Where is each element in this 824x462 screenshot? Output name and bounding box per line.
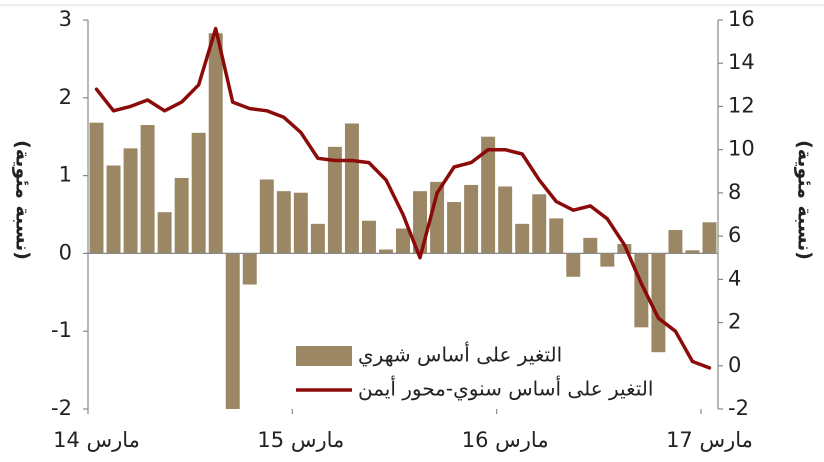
bar <box>378 249 393 254</box>
y2-tick-label: 16 <box>728 7 755 31</box>
x-tick-label: مارس 17 <box>666 428 753 452</box>
bar <box>344 123 359 254</box>
y2-tick-label: 2 <box>728 310 741 334</box>
y2-tick-label: 10 <box>728 137 755 161</box>
bar <box>532 194 547 254</box>
legend-label: التغير على أساس سنوي-محور أيمن <box>358 376 653 402</box>
bar <box>276 191 291 254</box>
bar <box>259 179 274 254</box>
bar <box>515 223 530 254</box>
y2-tick-label: 8 <box>728 180 741 204</box>
bar <box>481 136 496 254</box>
bar <box>310 223 325 254</box>
y-tick-label: 2 <box>59 85 72 109</box>
bar <box>157 212 172 254</box>
legend-swatch <box>296 346 352 366</box>
y-tick-label: -1 <box>51 318 72 342</box>
y-tick-label: 1 <box>59 163 72 187</box>
bar <box>208 33 223 254</box>
x-tick-label: مارس 16 <box>462 428 549 452</box>
y2-tick-label: 14 <box>728 50 755 74</box>
y-tick-label: -2 <box>51 396 72 420</box>
bar <box>600 253 615 267</box>
y2-tick-label: 0 <box>728 353 741 377</box>
bar <box>242 253 257 285</box>
bar <box>174 177 189 254</box>
bar <box>685 250 700 254</box>
bar <box>549 218 564 254</box>
bar <box>191 132 206 254</box>
bar <box>140 125 155 254</box>
bar <box>583 237 598 254</box>
bar <box>668 230 683 254</box>
y2-tick-label: -2 <box>728 396 749 420</box>
legend-label: التغير على أساس شهري <box>358 342 562 368</box>
line <box>94 26 712 370</box>
bar <box>293 192 308 254</box>
bar <box>702 222 717 254</box>
bar <box>361 220 376 254</box>
y2-tick-label: 12 <box>728 93 755 117</box>
y2-tick-label: 6 <box>728 223 741 247</box>
y-tick-label: 0 <box>59 240 72 264</box>
y2-axis-label: (نسبة مئوية) <box>794 140 816 260</box>
y-axis-label: (نسبة مئوية) <box>12 140 34 260</box>
y-tick-label: 3 <box>59 7 72 31</box>
bar <box>225 253 240 409</box>
x-tick-label: مارس 15 <box>257 428 344 452</box>
bar <box>106 165 121 254</box>
bar <box>498 186 513 254</box>
bar <box>447 202 462 254</box>
bar <box>566 253 581 277</box>
bar <box>123 148 138 254</box>
bar <box>396 228 410 254</box>
bar <box>464 184 479 254</box>
bar <box>89 122 104 254</box>
y2-tick-label: 4 <box>728 266 741 290</box>
x-tick-label: مارس 14 <box>53 428 140 452</box>
bar <box>327 146 342 254</box>
bar <box>651 253 666 353</box>
